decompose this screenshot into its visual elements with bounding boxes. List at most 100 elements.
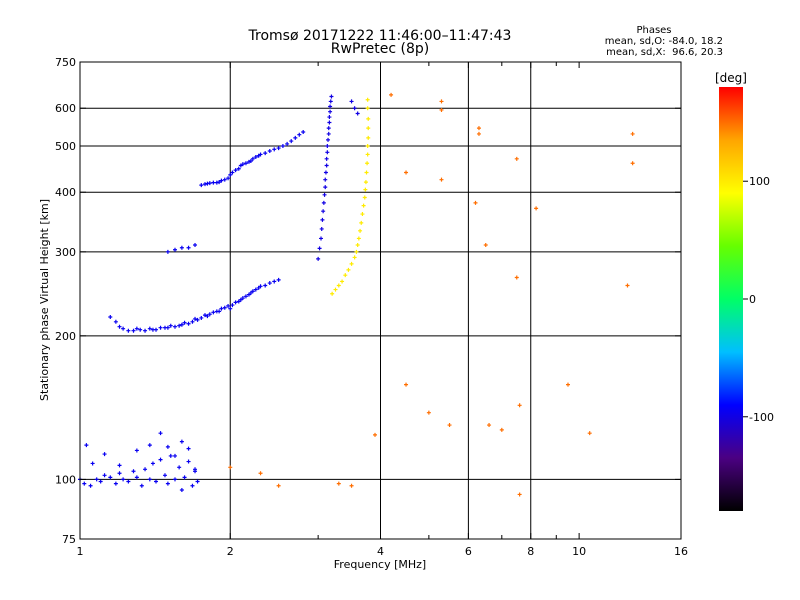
- data-point: [322, 192, 327, 197]
- data-point: [108, 475, 113, 480]
- data-point: [366, 116, 371, 121]
- data-point: [165, 249, 170, 254]
- data-point: [324, 163, 329, 168]
- data-point: [499, 427, 504, 432]
- data-point: [258, 152, 263, 157]
- data-point: [343, 273, 348, 278]
- colorbar-tick-label: 100: [749, 175, 770, 188]
- data-point: [134, 448, 139, 453]
- data-point: [202, 313, 207, 318]
- x-tick-label: 1: [77, 545, 84, 558]
- phase-stats-o: mean, sd,O: -84.0, 18.2: [605, 36, 723, 47]
- data-point: [326, 131, 331, 136]
- data-point: [301, 129, 306, 134]
- data-point: [190, 319, 195, 324]
- data-point: [165, 444, 170, 449]
- data-point: [630, 131, 635, 136]
- data-point: [517, 492, 522, 497]
- data-point: [361, 203, 366, 208]
- data-point: [199, 183, 204, 188]
- data-point: [349, 483, 354, 488]
- x-axis-label: Frequency [MHz]: [334, 558, 426, 571]
- data-point: [365, 106, 370, 111]
- grid: [80, 62, 681, 539]
- data-point: [389, 92, 394, 97]
- data-point: [473, 200, 478, 205]
- data-point: [134, 326, 139, 331]
- data-point: [365, 97, 370, 102]
- data-point: [243, 161, 248, 166]
- data-point: [321, 209, 326, 214]
- data-point: [154, 327, 159, 332]
- data-point: [226, 303, 231, 308]
- x-tick-label: 6: [465, 545, 472, 558]
- data-point: [207, 181, 212, 186]
- data-point: [258, 284, 263, 289]
- data-point: [297, 132, 302, 137]
- colorbar-tick-label: -100: [749, 411, 774, 424]
- data-point: [162, 473, 167, 478]
- data-point: [207, 312, 212, 317]
- colorbar-tick-label: 0: [749, 293, 756, 306]
- data-point: [143, 467, 148, 472]
- data-point: [327, 120, 332, 125]
- x-tick-label: 16: [674, 545, 688, 558]
- data-point: [321, 200, 326, 205]
- data-point: [362, 195, 367, 200]
- data-point: [211, 310, 216, 315]
- data-point: [426, 410, 431, 415]
- data-point: [373, 432, 378, 437]
- data-point: [326, 126, 331, 131]
- data-point: [346, 267, 351, 272]
- data-point: [211, 180, 216, 185]
- data-point: [168, 453, 173, 458]
- data-point: [240, 296, 245, 301]
- data-point: [228, 172, 233, 177]
- data-point: [88, 483, 93, 488]
- data-point: [336, 283, 341, 288]
- y-tick-label: 100: [55, 473, 76, 486]
- data-point: [190, 483, 195, 488]
- data-point: [219, 178, 224, 183]
- y-tick-label: 750: [55, 56, 76, 69]
- data-point: [263, 283, 268, 288]
- data-point: [340, 279, 345, 284]
- data-point: [325, 143, 330, 148]
- phase-stats-x: mean, sd,X: 96.6, 20.3: [606, 47, 723, 58]
- data-point: [230, 170, 235, 175]
- data-point: [90, 461, 95, 466]
- data-point: [352, 106, 357, 111]
- data-point: [267, 281, 272, 286]
- data-point: [364, 170, 369, 175]
- data-point: [534, 206, 539, 211]
- data-point: [253, 155, 258, 160]
- data-point: [193, 243, 198, 248]
- data-point: [177, 323, 182, 328]
- data-point: [328, 104, 333, 109]
- data-point: [186, 245, 191, 250]
- data-point: [326, 137, 331, 142]
- data-point: [243, 294, 248, 299]
- data-point: [143, 328, 148, 333]
- data-point: [349, 261, 354, 266]
- data-point: [276, 146, 281, 151]
- data-point: [360, 212, 365, 217]
- data-point: [222, 177, 227, 182]
- data-point: [138, 327, 143, 332]
- data-point: [226, 176, 231, 181]
- colorbar: [deg] 100 0 -100: [715, 71, 774, 511]
- data-point: [193, 467, 198, 472]
- data-point: [195, 479, 200, 484]
- data-point: [587, 431, 592, 436]
- data-point: [285, 141, 290, 146]
- data-point: [366, 135, 371, 140]
- x-tick-label: 10: [572, 545, 586, 558]
- data-point: [439, 177, 444, 182]
- data-point: [98, 479, 103, 484]
- data-point: [179, 322, 184, 327]
- data-point: [483, 243, 488, 248]
- y-axis: 75 100 200 300 400 500 600 750: [55, 56, 681, 546]
- data-point: [359, 220, 364, 225]
- x-axis: 1 2 4 6 8 10 16: [77, 62, 688, 558]
- data-point: [320, 217, 325, 222]
